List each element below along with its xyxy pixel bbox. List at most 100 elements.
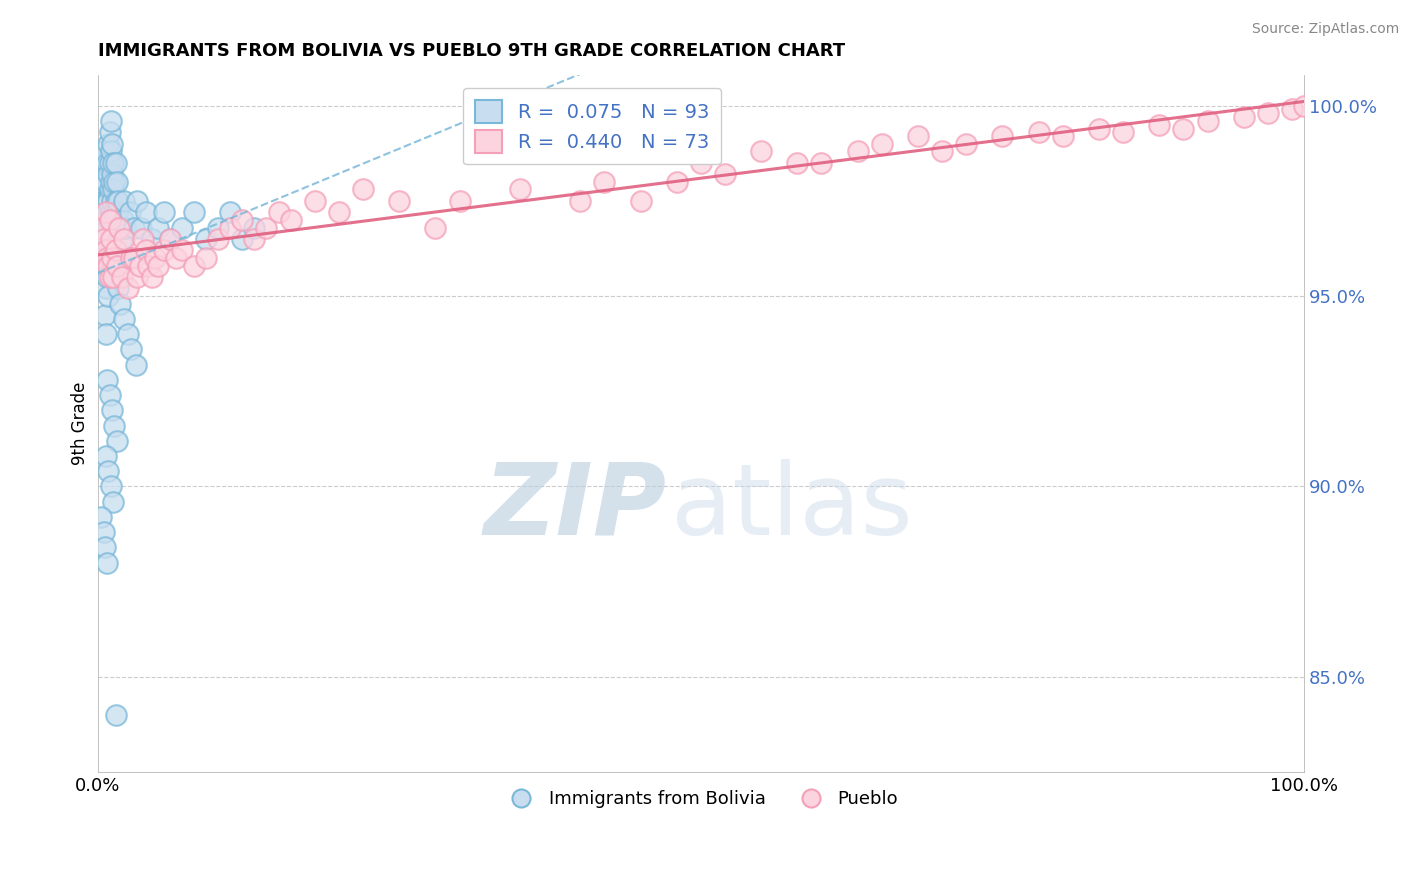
Point <box>991 129 1014 144</box>
Point <box>689 155 711 169</box>
Point <box>122 220 145 235</box>
Point <box>425 220 447 235</box>
Point <box>714 167 737 181</box>
Point <box>243 232 266 246</box>
Point <box>90 220 112 235</box>
Point <box>96 270 118 285</box>
Point <box>98 125 121 139</box>
Point <box>94 213 117 227</box>
Point <box>93 251 115 265</box>
Point <box>749 145 772 159</box>
Point <box>111 270 134 285</box>
Point <box>183 259 205 273</box>
Point <box>786 155 808 169</box>
Point <box>111 232 134 246</box>
Point <box>94 194 117 208</box>
Point <box>231 232 253 246</box>
Point <box>195 251 218 265</box>
Point <box>97 464 120 478</box>
Point <box>111 213 134 227</box>
Point <box>120 251 142 265</box>
Point <box>94 205 117 219</box>
Point <box>104 244 127 258</box>
Point <box>98 213 121 227</box>
Point <box>1281 103 1303 117</box>
Text: ZIP: ZIP <box>484 458 666 556</box>
Point <box>94 175 117 189</box>
Point <box>90 510 112 524</box>
Point <box>117 251 139 265</box>
Point <box>141 232 163 246</box>
Point <box>107 281 129 295</box>
Point <box>94 232 117 246</box>
Point <box>256 220 278 235</box>
Point <box>94 281 117 295</box>
Point <box>1233 110 1256 124</box>
Point <box>101 251 124 265</box>
Point <box>153 244 176 258</box>
Point <box>97 136 120 151</box>
Point <box>93 232 115 246</box>
Point <box>112 232 135 246</box>
Point <box>108 220 131 235</box>
Point <box>219 220 242 235</box>
Point <box>120 205 142 219</box>
Point <box>127 194 149 208</box>
Point <box>120 343 142 357</box>
Point <box>112 312 135 326</box>
Point <box>170 220 193 235</box>
Point <box>1294 98 1316 112</box>
Point <box>104 259 127 273</box>
Point <box>870 136 893 151</box>
Point <box>103 205 125 219</box>
Point <box>103 175 125 189</box>
Point <box>630 194 652 208</box>
Point <box>449 194 471 208</box>
Point <box>219 205 242 219</box>
Point <box>267 205 290 219</box>
Point <box>98 182 121 196</box>
Point <box>105 259 128 273</box>
Point <box>593 175 616 189</box>
Point <box>141 270 163 285</box>
Point <box>101 194 124 208</box>
Point <box>103 182 125 196</box>
Point <box>231 213 253 227</box>
Point <box>195 232 218 246</box>
Point <box>97 289 120 303</box>
Point <box>105 434 128 448</box>
Point <box>97 194 120 208</box>
Point <box>280 213 302 227</box>
Point <box>132 232 155 246</box>
Text: atlas: atlas <box>671 458 912 556</box>
Point <box>117 281 139 295</box>
Point <box>101 403 124 417</box>
Point <box>1112 125 1135 139</box>
Point <box>103 220 125 235</box>
Point <box>98 388 121 402</box>
Point <box>96 155 118 169</box>
Point <box>103 418 125 433</box>
Text: IMMIGRANTS FROM BOLIVIA VS PUEBLO 9TH GRADE CORRELATION CHART: IMMIGRANTS FROM BOLIVIA VS PUEBLO 9TH GR… <box>97 42 845 60</box>
Point <box>105 175 128 189</box>
Point <box>94 308 117 322</box>
Point <box>846 145 869 159</box>
Point <box>100 205 122 219</box>
Point <box>1028 125 1050 139</box>
Point <box>110 251 132 265</box>
Point <box>98 270 121 285</box>
Point <box>159 232 181 246</box>
Point <box>122 251 145 265</box>
Point <box>101 167 124 181</box>
Point <box>352 182 374 196</box>
Point <box>98 213 121 227</box>
Point <box>136 259 159 273</box>
Point <box>105 205 128 219</box>
Legend: Immigrants from Bolivia, Pueblo: Immigrants from Bolivia, Pueblo <box>496 783 905 815</box>
Point <box>207 232 229 246</box>
Point <box>1197 114 1219 128</box>
Point <box>101 136 124 151</box>
Point <box>907 129 929 144</box>
Point <box>125 358 148 372</box>
Text: Source: ZipAtlas.com: Source: ZipAtlas.com <box>1251 22 1399 37</box>
